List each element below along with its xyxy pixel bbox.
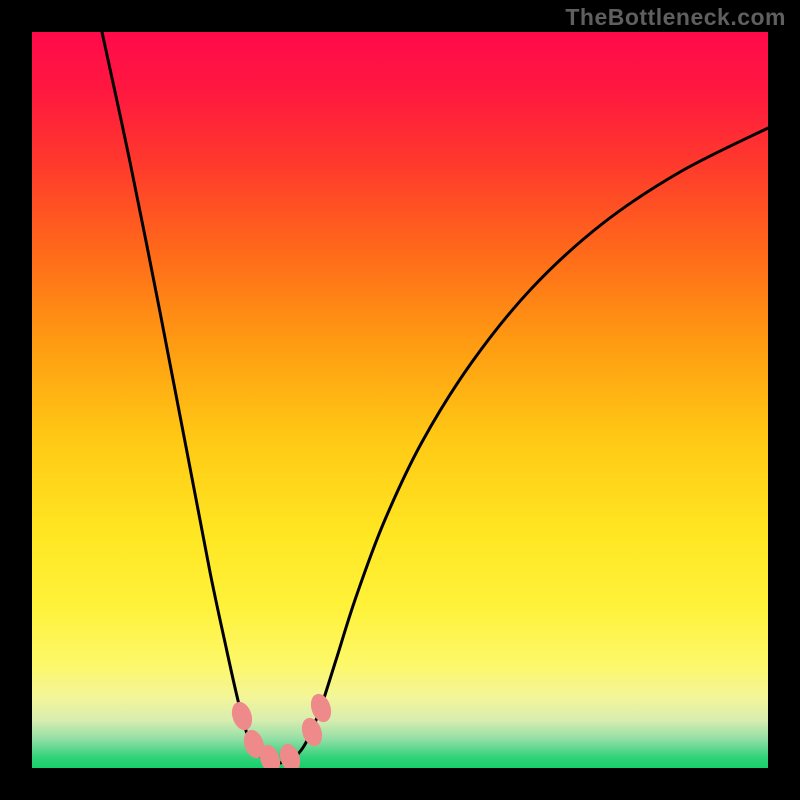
chart-root: { "meta": { "watermark_text": "TheBottle…	[0, 0, 800, 800]
frame-border-bottom	[0, 768, 800, 800]
bottleneck-chart-svg	[0, 0, 800, 800]
watermark-text: TheBottleneck.com	[565, 4, 786, 31]
gradient-background-rect	[32, 32, 768, 768]
frame-border-left	[0, 0, 32, 800]
frame-border-right	[768, 0, 800, 800]
